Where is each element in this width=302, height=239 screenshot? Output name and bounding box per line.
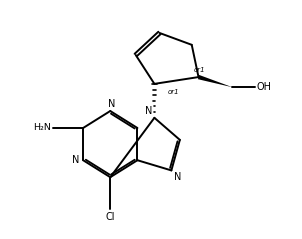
Text: N: N	[72, 155, 79, 165]
Text: or1: or1	[193, 67, 205, 73]
Text: or1: or1	[168, 89, 180, 95]
Text: H₂N: H₂N	[33, 124, 51, 132]
Text: N: N	[174, 172, 182, 182]
Text: N: N	[145, 106, 153, 116]
Text: N: N	[108, 99, 115, 109]
Text: Cl: Cl	[105, 212, 115, 222]
Polygon shape	[198, 75, 233, 87]
Text: OH: OH	[256, 82, 271, 92]
